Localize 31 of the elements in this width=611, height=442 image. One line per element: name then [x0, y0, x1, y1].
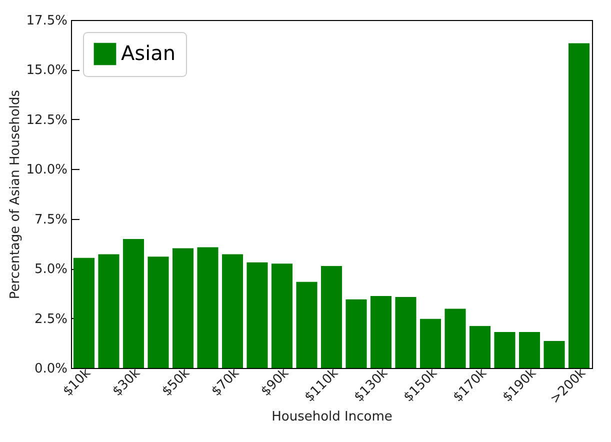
bar [370, 296, 392, 368]
bar [469, 326, 491, 368]
bar [172, 248, 194, 368]
y-axis-title: Percentage of Asian Households [8, 90, 24, 300]
bar [222, 254, 244, 368]
y-tick-label: 2.5% [34, 312, 68, 327]
bar [346, 299, 367, 368]
bar [544, 340, 565, 368]
bar [494, 332, 516, 368]
y-tick-label: 12.5% [26, 112, 68, 128]
bar [296, 282, 318, 368]
bar [197, 247, 218, 368]
bar [518, 332, 540, 368]
bar [568, 43, 590, 368]
y-tick-label: 7.5% [34, 212, 68, 228]
y-tick-label: 17.5% [26, 14, 68, 28]
bar [246, 262, 268, 368]
bar [271, 264, 293, 368]
bar [395, 297, 416, 368]
bar [444, 308, 466, 368]
x-axis-title: Household Income [272, 409, 392, 424]
bar [122, 238, 144, 368]
y-tick-label: 15.0% [26, 63, 68, 78]
bar [420, 318, 442, 368]
y-tick-label: 10.0% [26, 162, 68, 178]
y-tick-label: 5.0% [34, 262, 68, 278]
legend-label: Asian [121, 41, 176, 65]
bar [73, 258, 95, 368]
bar [148, 256, 169, 368]
bar [98, 254, 120, 368]
bar [320, 266, 342, 368]
